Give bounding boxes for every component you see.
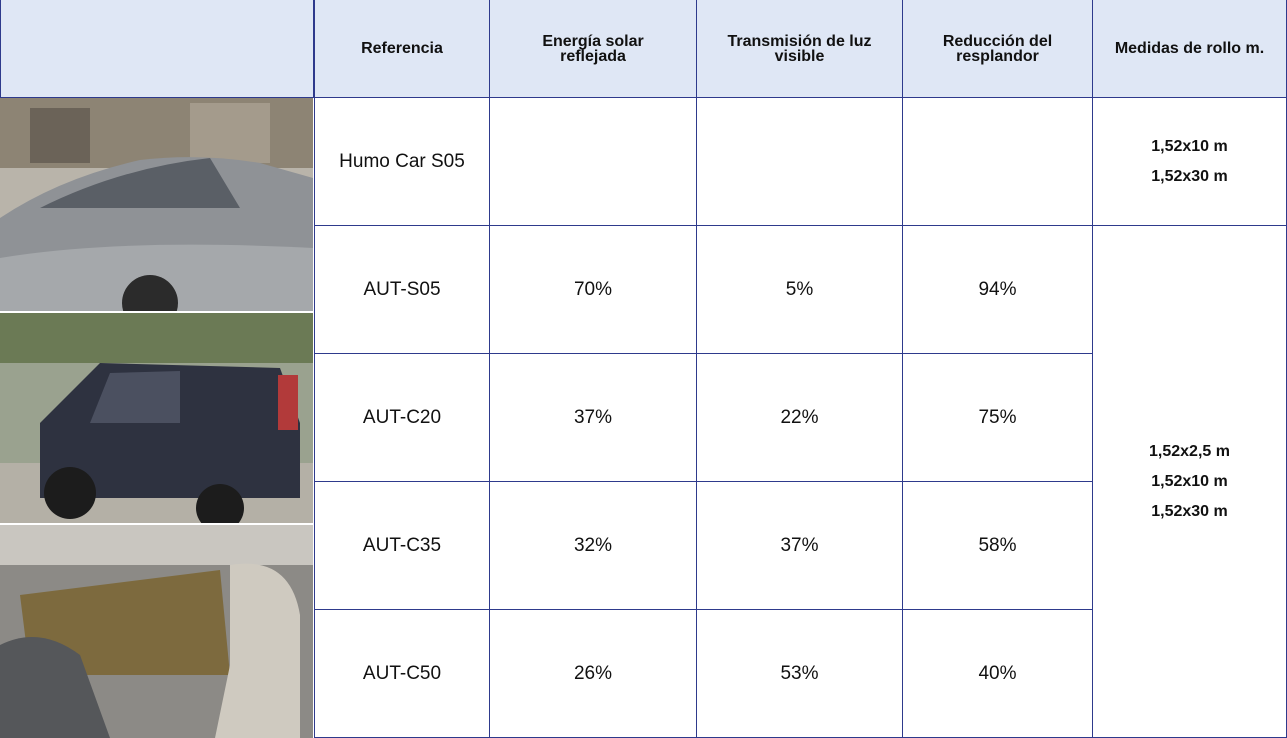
roll-size: 1,52x10 m <box>1151 132 1228 162</box>
percentage: 58% <box>978 535 1016 557</box>
table-cell: 58% <box>903 482 1093 610</box>
header-text: Energía solar reflejada <box>508 34 678 64</box>
table-cell: 22% <box>697 354 903 482</box>
reference: AUT-C20 <box>363 407 441 429</box>
reference: Humo Car S05 <box>339 151 465 173</box>
percentage: 37% <box>780 535 818 557</box>
percentage: 75% <box>978 407 1016 429</box>
header-cell: Energía solar reflejada <box>490 0 697 98</box>
percentage: 94% <box>978 279 1016 301</box>
table-cell: 32% <box>490 482 697 610</box>
table-cell: Humo Car S05 <box>314 98 490 226</box>
header-text: Reducción del resplandor <box>921 34 1074 64</box>
percentage: 37% <box>574 407 612 429</box>
table-cell: 37% <box>490 354 697 482</box>
car-interior-image <box>0 525 313 738</box>
roll-size: 1,52x30 m <box>1151 497 1228 527</box>
header-text: Medidas de rollo m. <box>1115 41 1264 56</box>
table-cell: AUT-C50 <box>314 610 490 738</box>
header-cell: Referencia <box>314 0 490 98</box>
table-cell <box>903 98 1093 226</box>
table-cell: 53% <box>697 610 903 738</box>
header-cell: Reducción del resplandor <box>903 0 1093 98</box>
percentage: 40% <box>978 663 1016 685</box>
table-cell: 40% <box>903 610 1093 738</box>
header-cell: Transmisión de luz visible <box>697 0 903 98</box>
percentage: 32% <box>574 535 612 557</box>
table-cell: 26% <box>490 610 697 738</box>
car-image-silver <box>0 98 313 311</box>
table-cell: AUT-C20 <box>314 354 490 482</box>
header-empty <box>0 0 314 98</box>
page: Referencia Energía solar reflejada Transmi… <box>0 0 1287 738</box>
table-cell: 37% <box>697 482 903 610</box>
table-cell <box>697 98 903 226</box>
car-image-dark <box>0 313 313 523</box>
percentage: 70% <box>574 279 612 301</box>
percentage: 53% <box>780 663 818 685</box>
table-cell: AUT-S05 <box>314 226 490 354</box>
roll-size: 1,52x30 m <box>1151 162 1228 192</box>
table-cell: 70% <box>490 226 697 354</box>
percentage: 22% <box>780 407 818 429</box>
table-cell: 75% <box>903 354 1093 482</box>
percentage: 26% <box>574 663 612 685</box>
roll-size: 1,52x2,5 m <box>1149 437 1230 467</box>
table-cell <box>490 98 697 226</box>
header-cell: Medidas de rollo m. <box>1093 0 1287 98</box>
roll-size: 1,52x10 m <box>1151 467 1228 497</box>
table-cell: 94% <box>903 226 1093 354</box>
header-text: Transmisión de luz visible <box>715 34 884 64</box>
reference: AUT-C50 <box>363 663 441 685</box>
table-cell: 5% <box>697 226 903 354</box>
header-text: Referencia <box>361 41 443 56</box>
table-cell: AUT-C35 <box>314 482 490 610</box>
reference: AUT-S05 <box>363 279 440 301</box>
percentage: 5% <box>786 279 813 301</box>
reference: AUT-C35 <box>363 535 441 557</box>
